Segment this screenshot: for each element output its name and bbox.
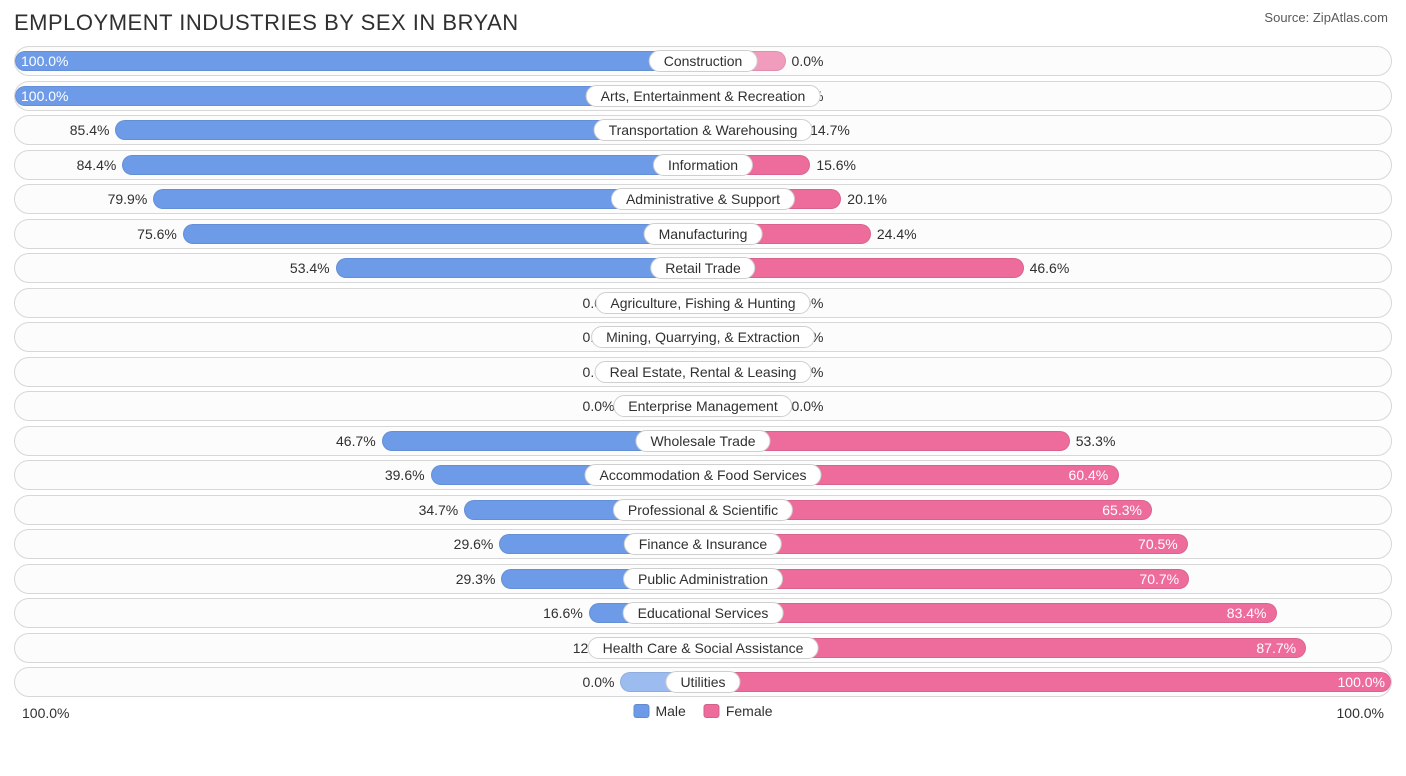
chart-row: 85.4% 14.7%Transportation & Warehousing [14, 115, 1392, 145]
legend-label-male: Male [655, 703, 685, 719]
male-value-label: 53.4% [290, 260, 330, 276]
legend-item-female: Female [704, 703, 773, 719]
chart-title: EMPLOYMENT INDUSTRIES BY SEX IN BRYAN [14, 10, 519, 36]
chart-footer: 100.0% Male Female 100.0% [0, 703, 1406, 729]
source-label: Source: [1264, 10, 1309, 25]
female-value-label: 65.3% [1102, 502, 1142, 518]
category-label: Manufacturing [644, 223, 763, 245]
category-label: Finance & Insurance [624, 533, 782, 555]
category-label: Public Administration [623, 568, 783, 590]
male-value-label: 75.6% [137, 226, 177, 242]
female-value-label: 20.1% [847, 191, 887, 207]
female-value-label: 0.0% [792, 398, 824, 414]
category-label: Enterprise Management [613, 395, 792, 417]
category-label: Construction [649, 50, 758, 72]
legend-label-female: Female [726, 703, 773, 719]
source-value: ZipAtlas.com [1313, 10, 1388, 25]
male-bar [15, 51, 703, 71]
category-label: Transportation & Warehousing [594, 119, 813, 141]
chart-row: 0.0%0.0%Agriculture, Fishing & Hunting [14, 288, 1392, 318]
chart-body: 100.0%0.0%Construction100.0%0.0%Arts, En… [0, 40, 1406, 697]
category-label: Arts, Entertainment & Recreation [586, 85, 821, 107]
chart-row: 46.7% 53.3% Wholesale Trade [14, 426, 1392, 456]
female-value-label: 100.0% [1338, 674, 1385, 690]
female-value-label: 46.6% [1030, 260, 1070, 276]
axis-left-label: 100.0% [22, 705, 69, 721]
female-value-label: 15.6% [816, 157, 856, 173]
category-label: Health Care & Social Assistance [588, 637, 819, 659]
male-bar [122, 155, 703, 175]
female-bar [703, 672, 1391, 692]
female-value-label: 0.0% [792, 53, 824, 69]
male-bar [183, 224, 703, 244]
chart-row: 29.3% 70.7% Public Administration [14, 564, 1392, 594]
category-label: Real Estate, Rental & Leasing [595, 361, 812, 383]
chart-row: 39.6% 60.4% Accommodation & Food Services [14, 460, 1392, 490]
category-label: Administrative & Support [611, 188, 795, 210]
category-label: Utilities [665, 671, 740, 693]
category-label: Information [653, 154, 753, 176]
chart-row: 84.4% 15.6% Information [14, 150, 1392, 180]
male-bar [336, 258, 703, 278]
male-value-label: 29.6% [454, 536, 494, 552]
chart-row: 16.6% 83.4% Educational Services [14, 598, 1392, 628]
category-label: Accommodation & Food Services [585, 464, 822, 486]
legend-item-male: Male [633, 703, 685, 719]
male-value-label: 79.9% [108, 191, 148, 207]
chart-row: 0.0%0.0%Mining, Quarrying, & Extraction [14, 322, 1392, 352]
category-label: Agriculture, Fishing & Hunting [595, 292, 810, 314]
chart-row: 0.0%0.0%Real Estate, Rental & Leasing [14, 357, 1392, 387]
category-label: Professional & Scientific [613, 499, 793, 521]
male-value-label: 0.0% [583, 674, 615, 690]
chart-row: 29.6% 70.5% Finance & Insurance [14, 529, 1392, 559]
chart-row: 12.3%87.7%Health Care & Social Assistanc… [14, 633, 1392, 663]
male-value-label: 84.4% [77, 157, 117, 173]
male-value-label: 39.6% [385, 467, 425, 483]
category-label: Retail Trade [650, 257, 755, 279]
chart-row: 34.7% 65.3% Professional & Scientific [14, 495, 1392, 525]
axis-right-label: 100.0% [1337, 705, 1384, 721]
male-value-label: 46.7% [336, 433, 376, 449]
female-bar [703, 603, 1277, 623]
chart-row: 0.0% 0.0%Enterprise Management [14, 391, 1392, 421]
female-value-label: 87.7% [1256, 640, 1296, 656]
female-value-label: 83.4% [1227, 605, 1267, 621]
legend-swatch-female [704, 704, 720, 718]
category-label: Wholesale Trade [635, 430, 770, 452]
female-value-label: 70.7% [1139, 571, 1179, 587]
female-value-label: 14.7% [810, 122, 850, 138]
female-value-label: 60.4% [1069, 467, 1109, 483]
chart-row: 100.0% 0.0% Construction [14, 46, 1392, 76]
category-label: Educational Services [623, 602, 784, 624]
chart-header: EMPLOYMENT INDUSTRIES BY SEX IN BRYAN So… [0, 0, 1406, 40]
female-value-label: 24.4% [877, 226, 917, 242]
male-value-label: 0.0% [583, 398, 615, 414]
male-value-label: 16.6% [543, 605, 583, 621]
chart-row: 53.4% 46.6% Retail Trade [14, 253, 1392, 283]
male-value-label: 85.4% [70, 122, 110, 138]
male-value-label: 34.7% [419, 502, 459, 518]
female-value-label: 53.3% [1076, 433, 1116, 449]
chart-row: 100.0%0.0%Arts, Entertainment & Recreati… [14, 81, 1392, 111]
female-value-label: 70.5% [1138, 536, 1178, 552]
male-value-label: 29.3% [456, 571, 496, 587]
legend: Male Female [633, 703, 772, 719]
legend-swatch-male [633, 704, 649, 718]
male-value-label: 100.0% [21, 53, 68, 69]
chart-row: 79.9% 20.1% Administrative & Support [14, 184, 1392, 214]
male-value-label: 100.0% [21, 88, 68, 104]
category-label: Mining, Quarrying, & Extraction [591, 326, 815, 348]
chart-row: 75.6% 24.4% Manufacturing [14, 219, 1392, 249]
chart-row: 0.0% 100.0% Utilities [14, 667, 1392, 697]
chart-source: Source: ZipAtlas.com [1264, 10, 1388, 25]
